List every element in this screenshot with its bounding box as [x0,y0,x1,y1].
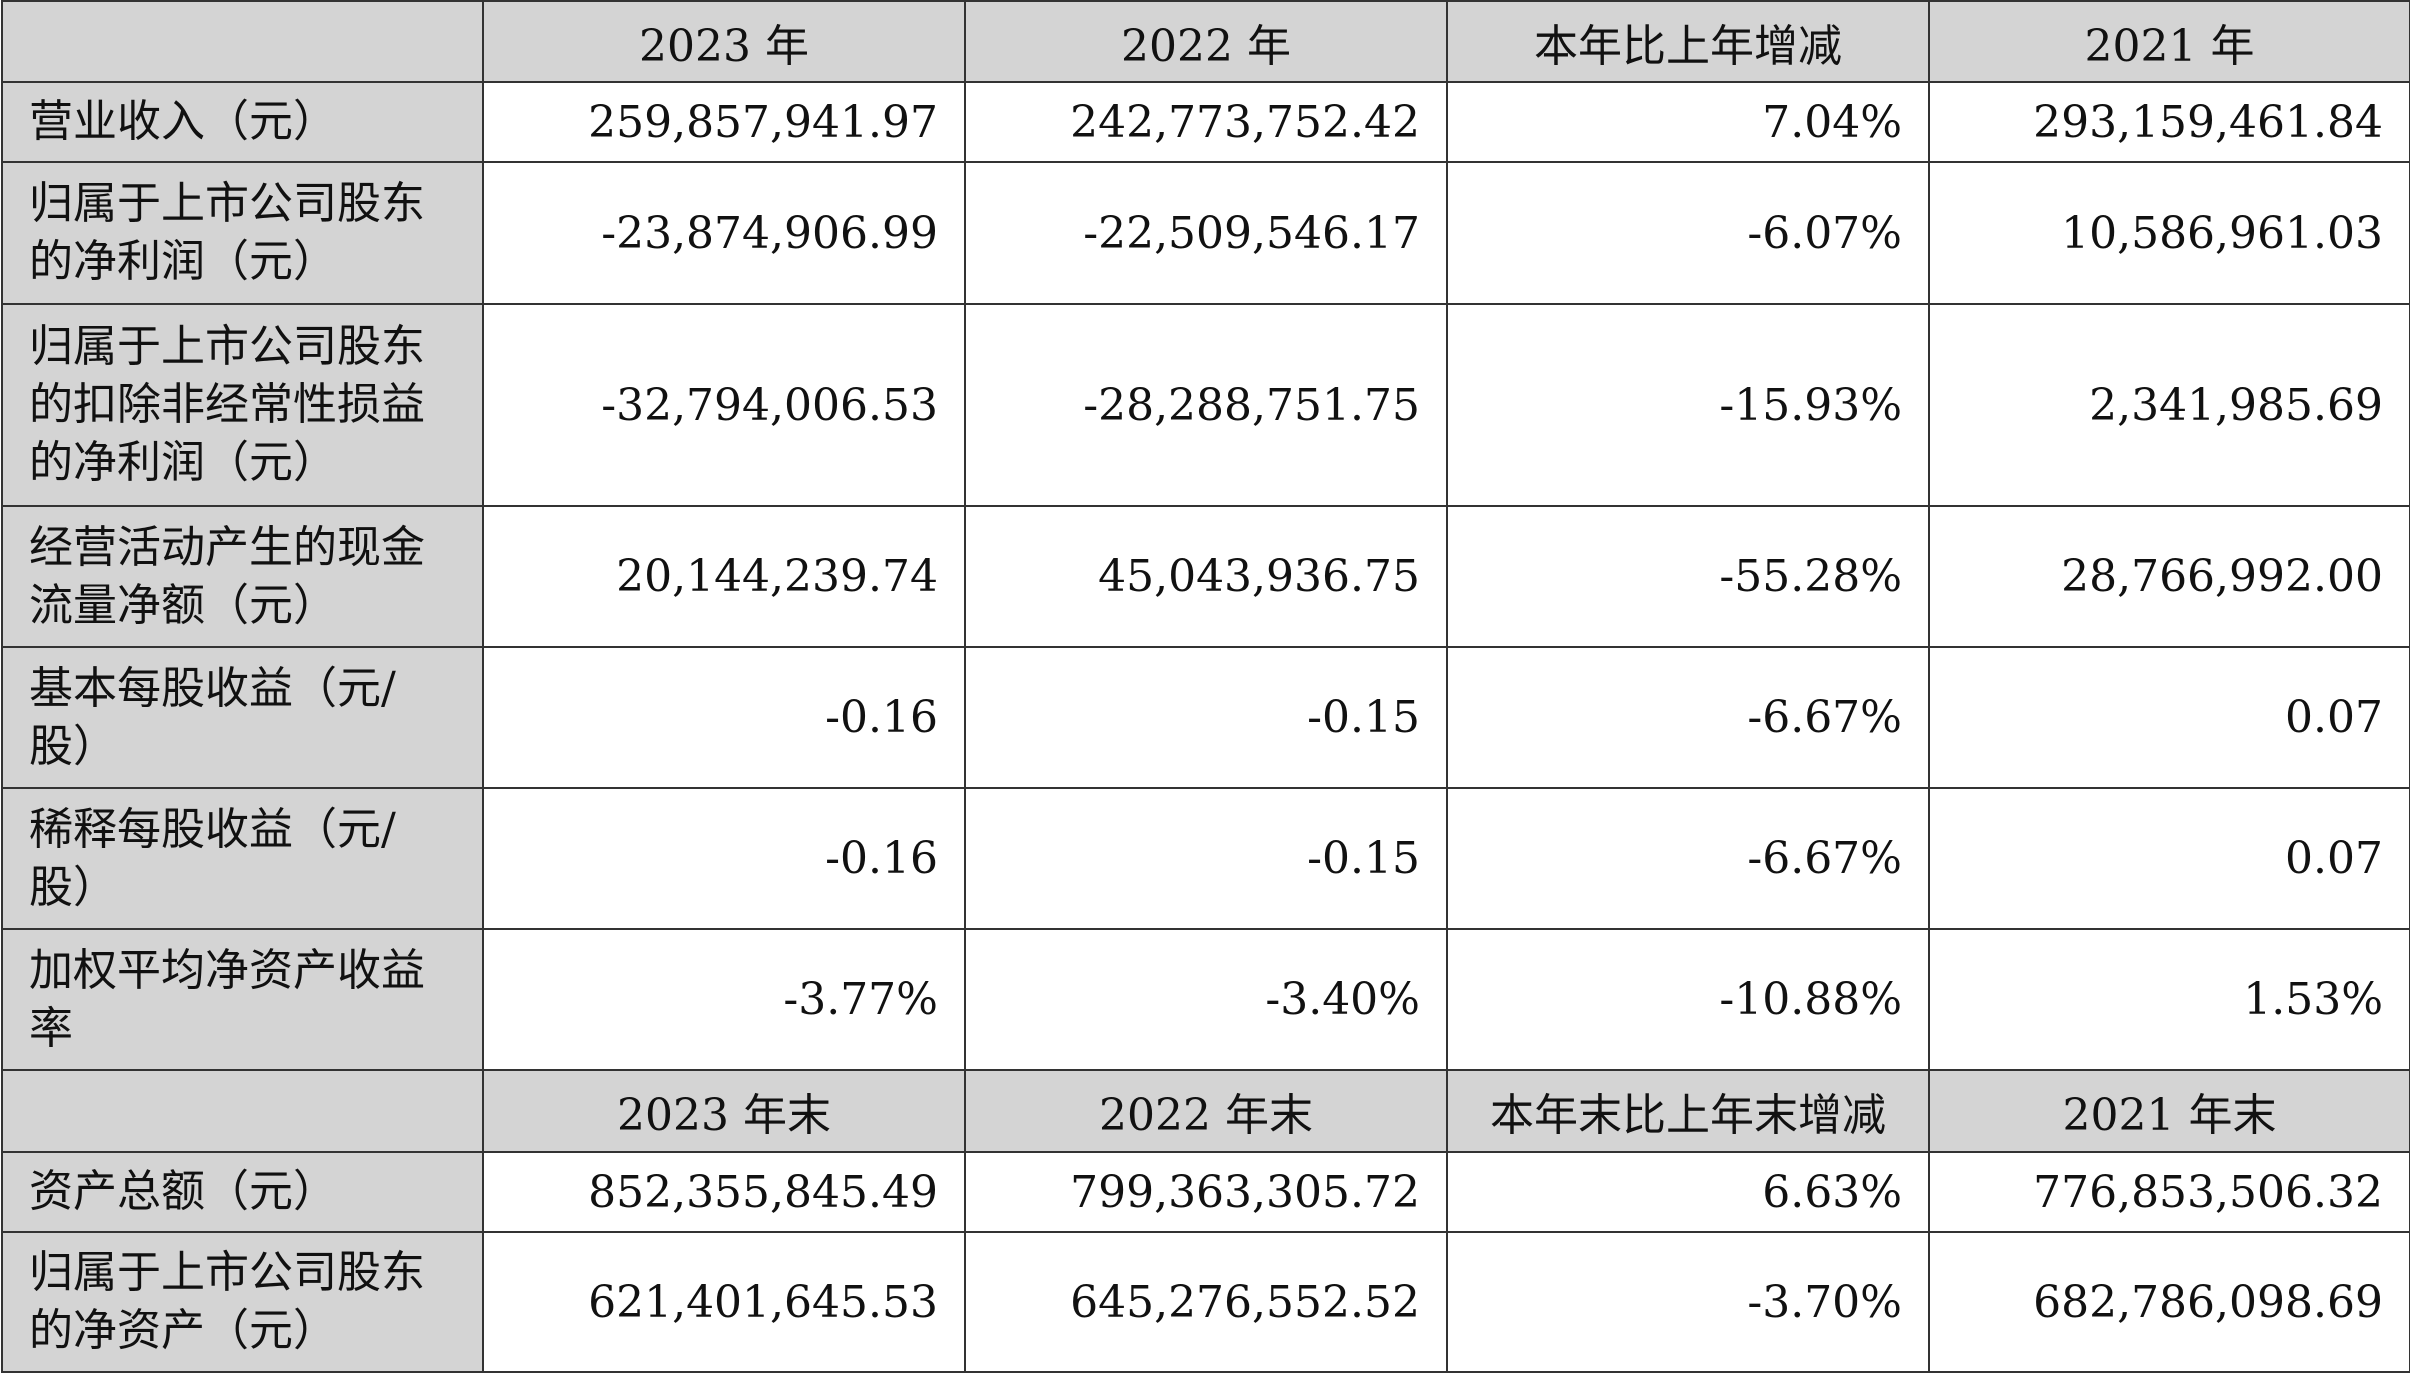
value-change: -15.93% [1446,303,1930,507]
row-label: 归属于上市公司股东 的净利润（元） [1,161,484,305]
row-label: 营业收入（元） [1,81,484,163]
row-net-assets: 归属于上市公司股东 的净资产（元） 621,401,645.53 645,276… [1,1231,2410,1373]
value-2022: -28,288,751.75 [964,303,1448,507]
value-2023-end: 621,401,645.53 [482,1231,966,1373]
header-change: 本年比上年增减 [1446,0,1930,83]
value-2023: 20,144,239.74 [482,505,966,648]
header-2022: 2022 年 [964,0,1448,83]
row-label: 经营活动产生的现金 流量净额（元） [1,505,484,648]
value-change: -55.28% [1446,505,1930,648]
value-2022: 45,043,936.75 [964,505,1448,648]
row-net-profit-deducted: 归属于上市公司股东 的扣除非经常性损益 的净利润（元） -32,794,006.… [1,303,2410,507]
value-change: 7.04% [1446,81,1930,163]
value-2023: 259,857,941.97 [482,81,966,163]
row-basic-eps: 基本每股收益（元/ 股） -0.16 -0.15 -6.67% 0.07 [1,646,2410,789]
value-2021: 10,586,961.03 [1928,161,2410,305]
value-change-end: -3.70% [1446,1231,1930,1373]
header-row-years: 2023 年 2022 年 本年比上年增减 2021 年 [1,0,2410,83]
value-2022: 242,773,752.42 [964,81,1448,163]
value-2023: -0.16 [482,787,966,930]
value-2023: -3.77% [482,928,966,1071]
value-2022: -22,509,546.17 [964,161,1448,305]
header-2021: 2021 年 [1928,0,2410,83]
value-2022-end: 645,276,552.52 [964,1231,1448,1373]
row-net-profit: 归属于上市公司股东 的净利润（元） -23,874,906.99 -22,509… [1,161,2410,305]
row-weighted-roe: 加权平均净资产收益 率 -3.77% -3.40% -10.88% 1.53% [1,928,2410,1071]
value-2021: 293,159,461.84 [1928,81,2410,163]
value-change: -10.88% [1446,928,1930,1071]
value-change: -6.07% [1446,161,1930,305]
value-change: -6.67% [1446,787,1930,930]
value-2023: -0.16 [482,646,966,789]
row-operating-revenue: 营业收入（元） 259,857,941.97 242,773,752.42 7.… [1,81,2410,163]
value-2021: 28,766,992.00 [1928,505,2410,648]
value-2021: 2,341,985.69 [1928,303,2410,507]
row-operating-cash-flow: 经营活动产生的现金 流量净额（元） 20,144,239.74 45,043,9… [1,505,2410,648]
row-label: 资产总额（元） [1,1151,484,1233]
value-2021: 0.07 [1928,787,2410,930]
value-change: -6.67% [1446,646,1930,789]
row-label: 归属于上市公司股东 的净资产（元） [1,1231,484,1373]
header-change-end: 本年末比上年末增减 [1446,1069,1930,1153]
header-2023: 2023 年 [482,0,966,83]
value-2022: -0.15 [964,646,1448,789]
row-total-assets: 资产总额（元） 852,355,845.49 799,363,305.72 6.… [1,1151,2410,1233]
value-change-end: 6.63% [1446,1151,1930,1233]
value-2023: -23,874,906.99 [482,161,966,305]
row-diluted-eps: 稀释每股收益（元/ 股） -0.16 -0.15 -6.67% 0.07 [1,787,2410,930]
header-corner-cell [1,1069,484,1153]
value-2021-end: 776,853,506.32 [1928,1151,2410,1233]
value-2022-end: 799,363,305.72 [964,1151,1448,1233]
value-2021-end: 682,786,098.69 [1928,1231,2410,1373]
row-label: 加权平均净资产收益 率 [1,928,484,1071]
value-2022: -3.40% [964,928,1448,1071]
row-label: 稀释每股收益（元/ 股） [1,787,484,930]
header-row-year-end: 2023 年末 2022 年末 本年末比上年末增减 2021 年末 [1,1069,2410,1153]
value-2021: 0.07 [1928,646,2410,789]
value-2023: -32,794,006.53 [482,303,966,507]
header-2022-end: 2022 年末 [964,1069,1448,1153]
header-2023-end: 2023 年末 [482,1069,966,1153]
value-2023-end: 852,355,845.49 [482,1151,966,1233]
row-label: 归属于上市公司股东 的扣除非经常性损益 的净利润（元） [1,303,484,507]
header-2021-end: 2021 年末 [1928,1069,2410,1153]
value-2022: -0.15 [964,787,1448,930]
header-corner-cell [1,0,484,83]
row-label: 基本每股收益（元/ 股） [1,646,484,789]
value-2021: 1.53% [1928,928,2410,1071]
